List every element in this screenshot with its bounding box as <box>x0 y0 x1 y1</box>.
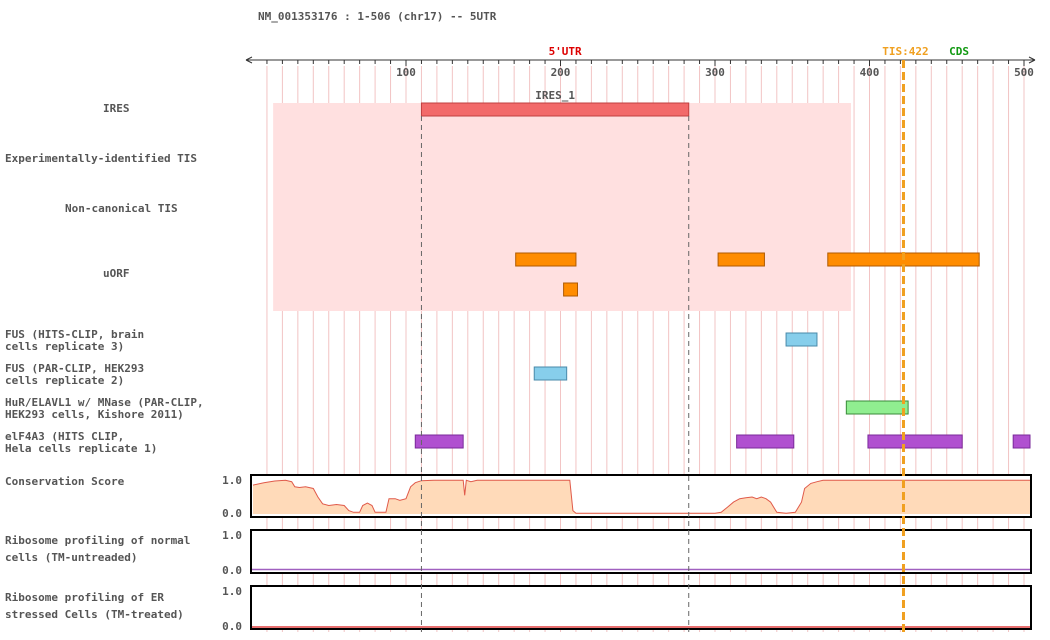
ires-bar <box>420 102 690 117</box>
track-label-noncanonical-tis: Non-canonical TIS <box>65 202 178 215</box>
axis-tick-label: 300 <box>705 66 725 79</box>
track-label-ires: IRES <box>103 102 130 115</box>
axis-tick-label: 500 <box>1014 66 1034 79</box>
utr-shade <box>273 103 851 311</box>
ribo-normal-panel <box>250 529 1032 574</box>
ribo-normal-ytick: 1.0 <box>222 529 242 542</box>
axis-arrow-left <box>245 56 253 64</box>
uorf-bar <box>563 282 578 297</box>
overlay-layer <box>420 60 905 632</box>
axis-tick-label: 200 <box>551 66 571 79</box>
page-title: NM_001353176 : 1-506 (chr17) -- 5UTR <box>258 10 497 23</box>
axis-arrow-right <box>1028 56 1036 64</box>
conservation-line <box>252 479 1030 514</box>
shade-layer <box>273 103 851 311</box>
track-label-exp-tis: Experimentally-identified TIS <box>5 152 198 165</box>
position-axis: 100 200 300 400 500 5'UTR TIS:422 CDS <box>245 45 1036 79</box>
eif4a3-site <box>1012 434 1031 449</box>
fus-brain-site <box>785 332 818 347</box>
track-label-conservation: Conservation Score <box>5 475 125 488</box>
fus-hek-site <box>533 366 568 381</box>
tis-label: TIS:422 <box>882 45 928 58</box>
feature-layer: IRES_1 <box>414 89 1031 449</box>
track-label-fus-brain: FUS (HITS-CLIP, brain cells replicate 3) <box>5 328 145 353</box>
track-label-uorf: uORF <box>103 267 130 280</box>
track-label-eif4a3: elF4A3 (HITS CLIP, Hela cells replicate … <box>5 430 158 455</box>
uorf-bar <box>515 252 577 267</box>
conservation-area <box>253 480 1030 514</box>
track-label-hur: HuR/ELAVL1 w/ MNase (PAR-CLIP, HEK293 ce… <box>5 396 204 421</box>
track-label-fus-hek: FUS (PAR-CLIP, HEK293 cells replicate 2) <box>5 362 145 387</box>
track-label-ribo-er: Ribosome profiling of ER stressed Cells … <box>5 591 184 621</box>
ires-name-label: IRES_1 <box>535 89 575 102</box>
conservation-ytick: 0.0 <box>222 507 242 520</box>
axis-tick-label: 400 <box>860 66 880 79</box>
eif4a3-site <box>867 434 963 449</box>
signal-layer: 1.0 0.0 1.0 0.0 1.0 0.0 <box>222 474 1032 633</box>
eif4a3-site <box>414 434 464 449</box>
cds-label: CDS <box>949 45 969 58</box>
ribo-er-ytick: 1.0 <box>222 585 242 598</box>
ribo-er-ytick: 0.0 <box>222 620 242 633</box>
track-label-ribo-normal: Ribosome profiling of normal cells (TM-u… <box>5 534 191 564</box>
uorf-bar <box>717 252 765 267</box>
conservation-ytick: 1.0 <box>222 474 242 487</box>
utr-region-label: 5'UTR <box>549 45 582 58</box>
ribo-er-panel <box>250 585 1032 630</box>
ribo-normal-ytick: 0.0 <box>222 564 242 577</box>
hur-site <box>845 400 909 415</box>
axis-tick-label: 100 <box>396 66 416 79</box>
eif4a3-site <box>736 434 795 449</box>
